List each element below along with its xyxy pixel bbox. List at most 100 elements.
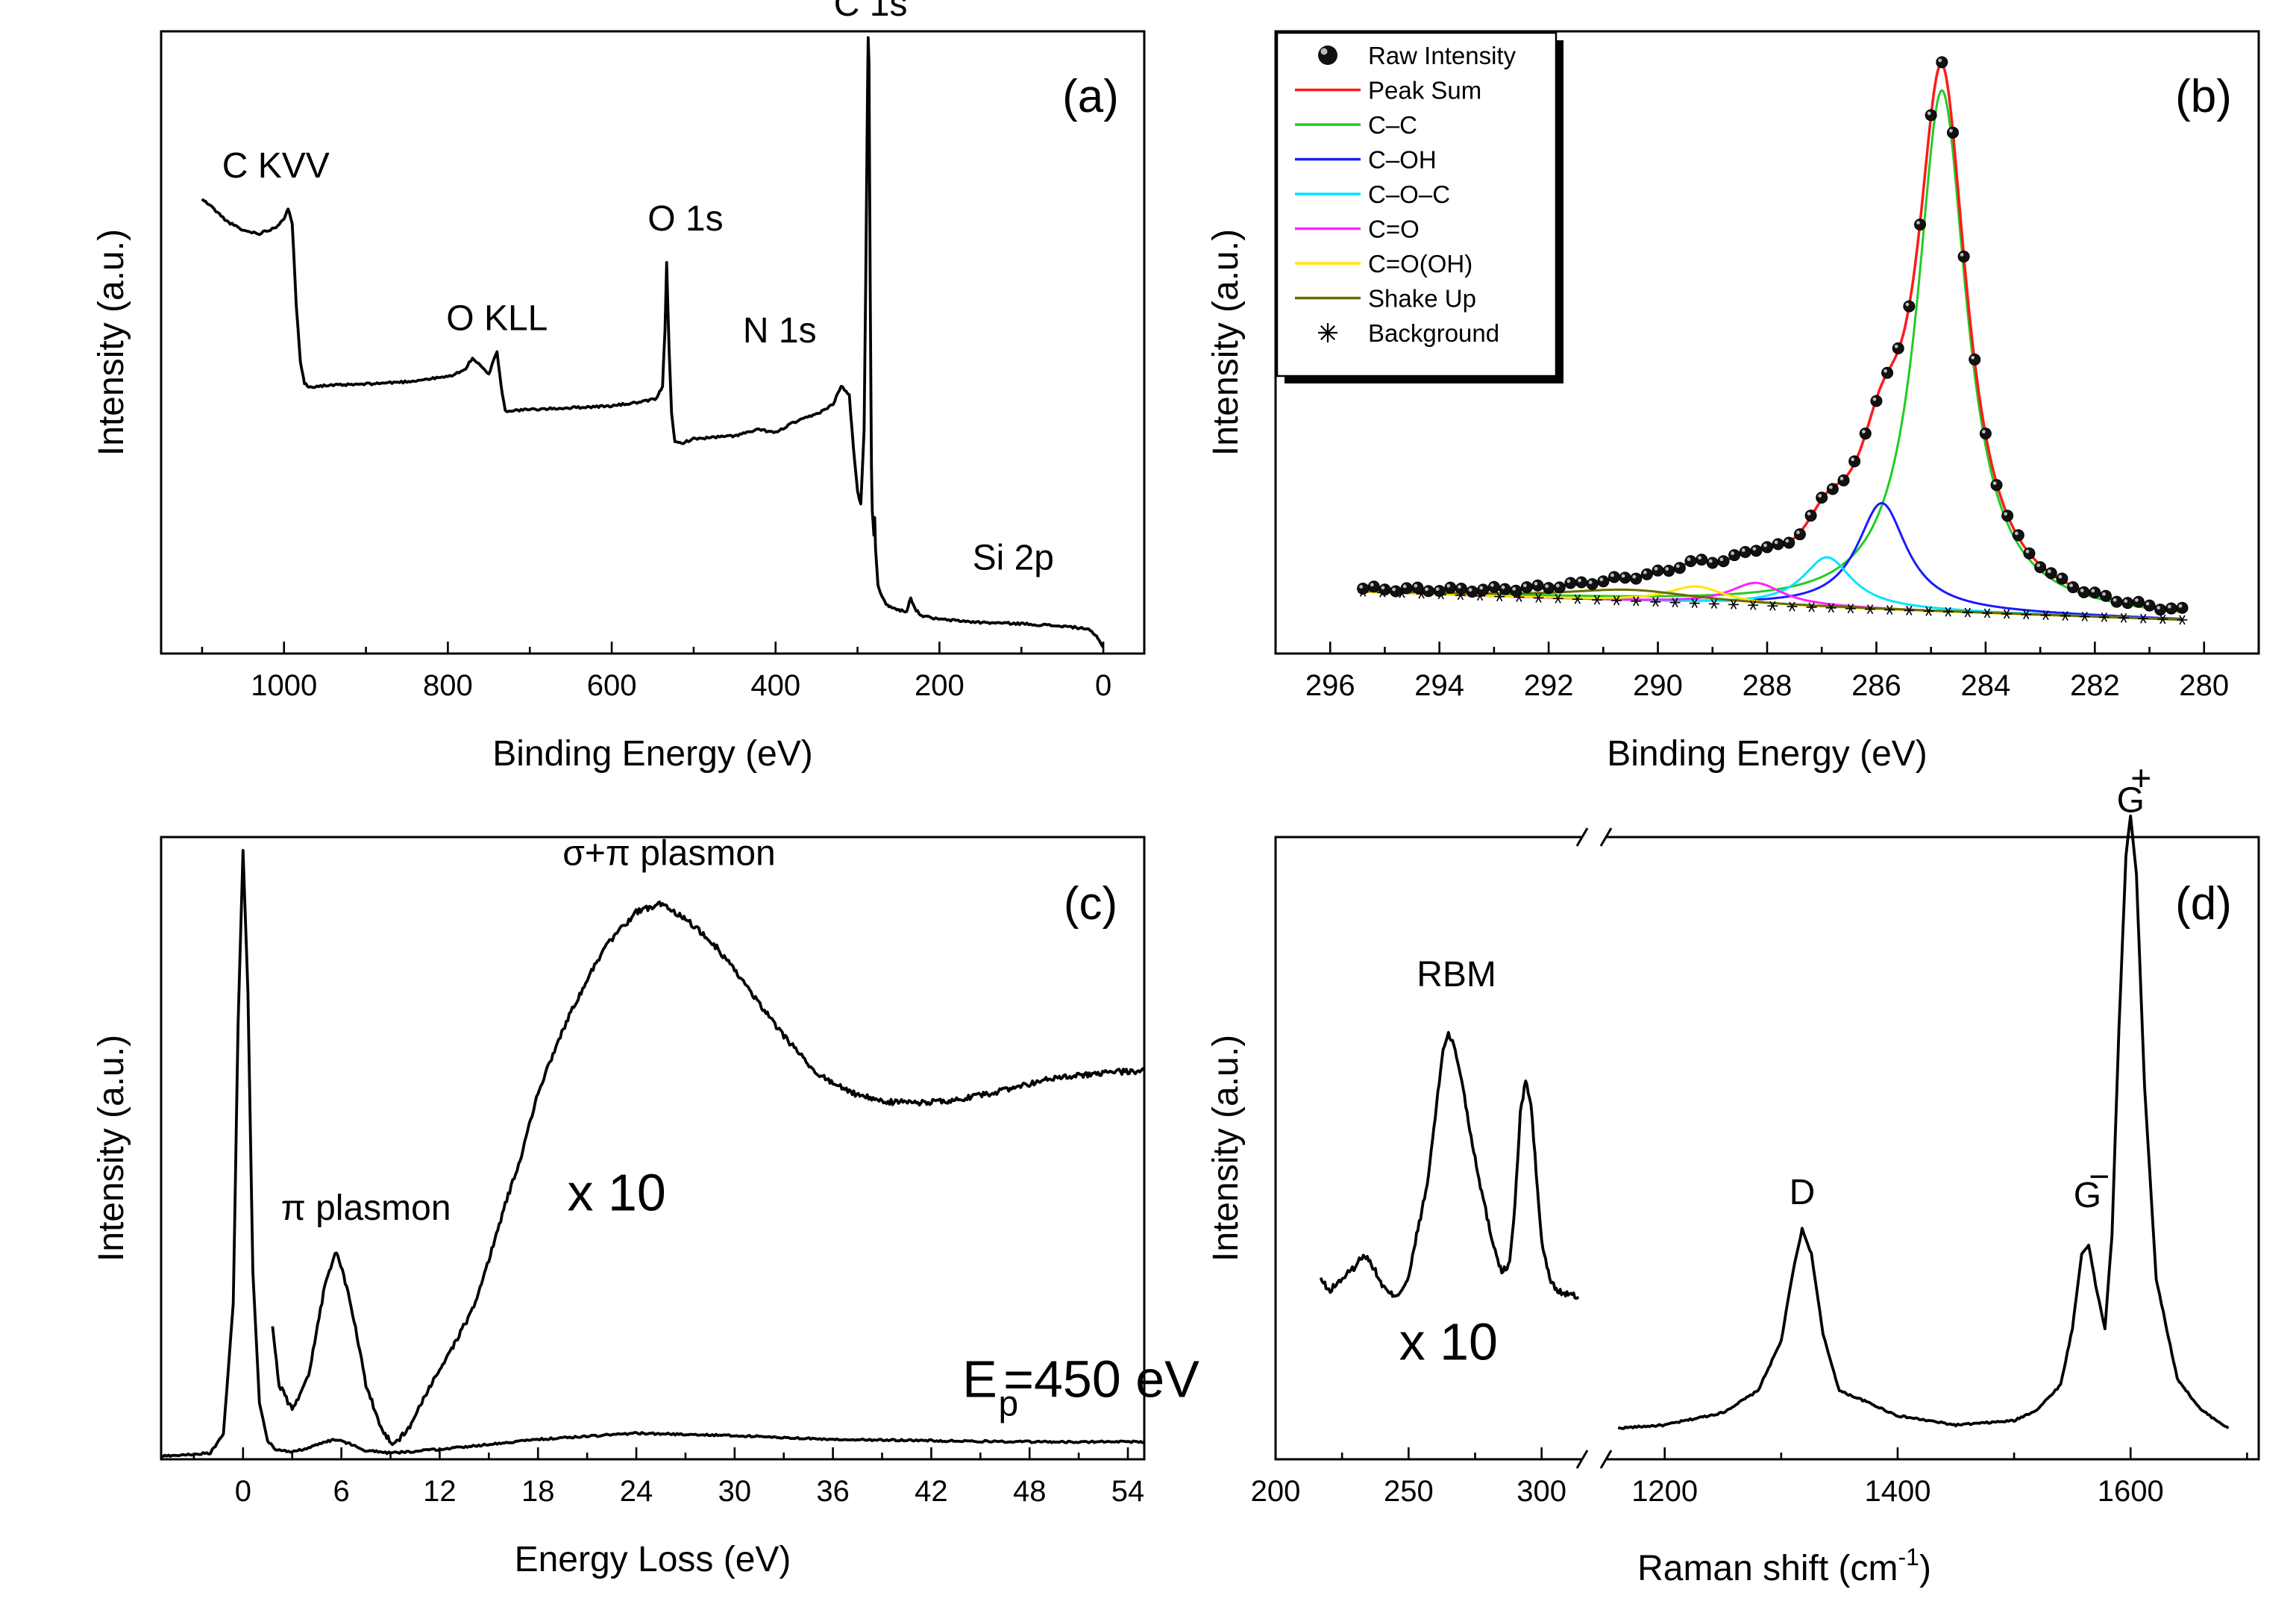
raw-intensity-highlight <box>1665 567 1669 571</box>
raw-intensity-point <box>1848 455 1861 468</box>
annotation-d-peak: D <box>1790 1173 1816 1212</box>
raw-intensity-highlight <box>1807 512 1811 516</box>
background-marker <box>1689 598 1700 609</box>
background-marker <box>1748 600 1759 610</box>
raw-intensity-point <box>1990 479 2003 492</box>
raw-intensity-highlight <box>1643 570 1647 574</box>
legend-label: Shake Up <box>1368 285 1476 313</box>
raw-intensity-point <box>1750 545 1763 557</box>
raw-intensity-point <box>1433 585 1446 598</box>
background-marker <box>2040 610 2051 621</box>
background-marker <box>2177 615 2188 625</box>
x-ticks-d: 200 250 300 1200 1400 1600 <box>1251 1447 2248 1508</box>
legend-asterisk <box>1318 323 1337 342</box>
background-marker <box>1669 598 1681 608</box>
background-marker <box>1865 604 1876 615</box>
raw-intensity-highlight <box>1839 477 1844 480</box>
raw-intensity-highlight <box>2036 563 2041 568</box>
raw-intensity-highlight <box>2047 569 2051 574</box>
a-tick-label-400: 400 <box>750 669 800 702</box>
background-marker <box>1845 604 1856 614</box>
raw-intensity-point <box>2012 529 2024 542</box>
raw-intensity-point <box>2056 572 2068 585</box>
legend-label: C=O(OH) <box>1368 250 1472 278</box>
raw-intensity-highlight <box>1621 574 1625 578</box>
raw-intensity-point <box>1378 583 1391 596</box>
raw-intensity-point <box>2132 595 2145 608</box>
raw-intensity-highlight <box>1435 587 1440 591</box>
raw-intensity-point <box>1597 575 1610 588</box>
break-mark-top-2 <box>1599 827 1613 847</box>
raw-intensity-point <box>1826 483 1839 495</box>
annotation-g-minus-sup: − <box>2089 1157 2110 1197</box>
raw-intensity-point <box>2045 567 2057 580</box>
legend-sphere <box>1318 46 1337 65</box>
c-tick-label-30: 30 <box>718 1475 752 1508</box>
raw-intensity-highlight <box>1359 585 1364 589</box>
raw-intensity-highlight <box>1599 577 1604 582</box>
raw-intensity-point <box>1673 562 1686 574</box>
raw-intensity-point <box>2165 602 2177 615</box>
background-marker <box>2157 614 2168 624</box>
a-tick-label-600: 600 <box>587 669 637 702</box>
raw-intensity-point <box>1444 581 1457 594</box>
raw-intensity-highlight <box>1534 581 1538 586</box>
background-marker <box>1981 608 1992 618</box>
raw-intensity-point <box>1411 581 1424 594</box>
raw-intensity-highlight <box>1458 585 1461 589</box>
raw-intensity-point <box>2034 561 2047 574</box>
annotations-a: C 1s C KVV O KLL O 1s N 1s Si 2p <box>222 0 1054 577</box>
annotation-a-5: Si 2p <box>973 538 1054 577</box>
raw-intensity-highlight <box>1785 539 1790 543</box>
background-marker <box>1884 605 1895 615</box>
raw-intensity-point <box>1772 538 1784 551</box>
annotation-a-2: O KLL <box>446 298 548 338</box>
legend-b: Raw Intensity Peak Sum C–C C–OH C–O–C C=O C=O(… <box>1276 31 1563 383</box>
c-tick-label-6: 6 <box>333 1475 350 1508</box>
panel-b: 296 294 292 290 288 286 284 282 280 (b) Binding … <box>1206 30 2260 774</box>
raw-intensity-highlight <box>1512 586 1516 591</box>
legend-label: C–O–C <box>1368 181 1450 208</box>
b-tick-label-282: 282 <box>2070 669 2120 702</box>
spectrum-x1-line <box>160 849 1145 1459</box>
raw-intensity-highlight <box>1719 557 1724 562</box>
raw-intensity-highlight <box>2178 604 2183 608</box>
raw-intensity-highlight <box>2112 598 2117 602</box>
annotation-x10: x 10 <box>1399 1313 1498 1371</box>
background-marker <box>1572 594 1583 604</box>
x-axis-label-b: Binding Energy (eV) <box>1607 734 1928 774</box>
background-marker <box>2060 611 2071 621</box>
raw-intensity-point <box>1892 342 1904 354</box>
annotation-a-4: N 1s <box>743 311 817 351</box>
panel-c: 0 6 12 18 24 30 36 42 48 54 π plasmon σ+π plasmon x… <box>92 834 1199 1579</box>
raw-intensity-point <box>1652 564 1664 577</box>
legend-item-1: Peak Sum <box>1295 77 1481 104</box>
raw-intensity-highlight <box>2058 574 2063 579</box>
raw-intensity-point <box>1946 126 1959 139</box>
x-axis-label-d: Raman shift (cm-1) <box>1637 1544 1931 1588</box>
raw-intensity-point <box>2143 599 2156 612</box>
raw-intensity-highlight <box>1861 430 1866 433</box>
raw-intensity-highlight <box>1796 530 1800 535</box>
legend-label: Peak Sum <box>1368 77 1481 104</box>
raw-intensity-point <box>1390 585 1402 598</box>
annotation-a-0: C 1s <box>834 0 908 24</box>
raw-intensity-point <box>1630 572 1643 585</box>
raw-intensity-point <box>1607 571 1620 583</box>
x-ticks-b: 296 294 292 290 288 286 284 282 280 <box>1274 642 2260 702</box>
background-marker <box>1923 606 1934 616</box>
y-axis-label-b: Intensity (a.u.) <box>1206 229 1246 456</box>
background-marker <box>1631 596 1642 607</box>
raw-intensity-highlight <box>1370 583 1374 587</box>
legend-label: C–C <box>1368 111 1417 139</box>
raw-intensity-point <box>1793 528 1806 541</box>
legend-item-5: C=O <box>1295 216 1420 243</box>
raw-intensity-highlight <box>1610 573 1614 577</box>
raw-intensity-highlight <box>1501 585 1505 589</box>
raw-intensity-point <box>1455 583 1467 595</box>
break-mark-bottom-2 <box>1599 1450 1613 1469</box>
c-tick-label-42: 42 <box>915 1475 948 1508</box>
annotation-a-3: O 1s <box>647 199 723 239</box>
annotation-sigma-pi-plasmon: σ+π plasmon <box>562 834 776 874</box>
raw-intensity-point <box>1804 510 1817 522</box>
